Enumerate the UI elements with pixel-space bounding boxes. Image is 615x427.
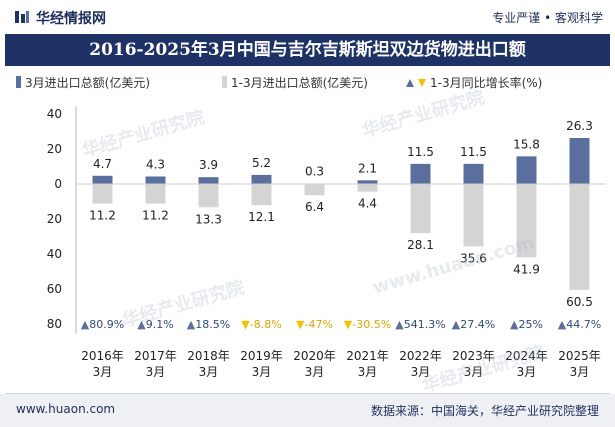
bar-march — [516, 156, 537, 184]
data-label-march: 4.3 — [146, 157, 165, 171]
x-tick-label-month: 3月 — [358, 365, 378, 379]
data-label-rate: ▲25% — [510, 318, 543, 331]
data-label-march: 11.5 — [407, 145, 434, 159]
data-label-march: 26.3 — [566, 119, 593, 133]
data-label-march: 2.1 — [358, 161, 377, 175]
data-label-cumulative: 6.4 — [305, 200, 324, 214]
data-label-march: 0.3 — [305, 164, 324, 178]
x-tick-label-year: 2023年 — [452, 349, 495, 363]
bar-cumulative — [304, 184, 325, 196]
bar-march — [357, 180, 378, 184]
y-tick-label: 40 — [47, 107, 62, 121]
legend-label-march: 3月进出口总额(亿美元) — [25, 75, 150, 90]
x-tick-label-month: 3月 — [146, 365, 166, 379]
bar-cumulative — [357, 184, 378, 192]
y-tick-label: 80 — [47, 317, 62, 331]
data-label-rate: ▼-30.5% — [344, 318, 391, 331]
data-label-cumulative: 60.5 — [566, 295, 593, 309]
data-label-march: 15.8 — [513, 137, 540, 151]
top-bar: 华经情报网 专业严谨 • 客观科学 — [0, 0, 615, 34]
bar-march — [463, 163, 484, 184]
x-tick-label-month: 3月 — [517, 365, 537, 379]
bar-march — [569, 137, 590, 184]
x-tick-label-year: 2019年 — [240, 349, 283, 363]
bar-cumulative — [92, 184, 113, 204]
y-tick-label: 60 — [47, 282, 62, 296]
legend-swatch-cumulative — [222, 76, 227, 88]
data-label-cumulative: 41.9 — [513, 262, 540, 276]
bar-cumulative — [516, 184, 537, 258]
x-tick-label-year: 2020年 — [293, 349, 336, 363]
footer-source: 数据来源：中国海关，华经产业研究院整理 — [370, 404, 599, 418]
bar-march — [145, 176, 166, 184]
logo-icon — [15, 11, 29, 23]
data-label-cumulative: 13.3 — [195, 212, 222, 226]
footer-website: www.huaon.com — [16, 402, 116, 416]
bar-march — [92, 175, 113, 184]
x-tick-label-year: 2024年 — [505, 349, 548, 363]
chart: 3月进出口总额(亿美元) 1-3月进出口总额(亿美元) 1-3月同比增长率(%) 40… — [16, 75, 606, 379]
legend-down-triangle-icon — [418, 79, 426, 87]
y-tick-label: 0 — [54, 177, 62, 191]
x-tick-label-year: 2022年 — [399, 349, 442, 363]
x-tick-label-month: 3月 — [464, 365, 484, 379]
x-tick-label-year: 2016年 — [81, 349, 124, 363]
data-label-rate: ▼-47% — [296, 318, 333, 331]
bar-cumulative — [145, 184, 166, 204]
data-label-rate: ▼-8.8% — [241, 318, 281, 331]
data-label-rate: ▲80.9% — [81, 318, 124, 331]
data-label-march: 11.5 — [460, 145, 487, 159]
title-bar: 2016-2025年3月中国与吉尔吉斯斯坦双边货物进出口额 — [5, 34, 610, 66]
x-tick-label-month: 3月 — [411, 365, 431, 379]
legend-up-triangle-icon — [406, 79, 414, 87]
bar-march — [198, 177, 219, 184]
y-tick-label: 20 — [47, 142, 62, 156]
data-label-cumulative: 12.1 — [248, 210, 275, 224]
data-label-cumulative: 4.4 — [358, 197, 377, 211]
x-tick-label-month: 3月 — [570, 365, 590, 379]
x-tick-label-year: 2021年 — [346, 349, 389, 363]
brand-name: 华经情报网 — [36, 11, 106, 27]
data-label-cumulative: 11.2 — [142, 209, 169, 223]
bar-cumulative — [251, 184, 272, 206]
data-label-rate: ▲44.7% — [558, 318, 601, 331]
data-label-rate: ▲9.1% — [137, 318, 173, 331]
bar-cumulative — [463, 184, 484, 247]
x-tick-label-year: 2017年 — [134, 349, 177, 363]
bar-cumulative — [198, 184, 219, 208]
data-label-rate: ▲18.5% — [187, 318, 230, 331]
bar-march — [251, 174, 272, 184]
legend-label-cumulative: 1-3月进出口总额(亿美元) — [231, 75, 368, 90]
data-label-cumulative: 28.1 — [407, 238, 434, 252]
bar-march — [410, 163, 431, 184]
y-tick-label: 20 — [47, 212, 62, 226]
x-tick-label-year: 2018年 — [187, 349, 230, 363]
bar-cumulative — [569, 184, 590, 290]
y-tick-label: 40 — [47, 247, 62, 261]
bar-cumulative — [410, 184, 431, 234]
x-tick-label-month: 3月 — [199, 365, 219, 379]
data-label-cumulative: 11.2 — [89, 209, 116, 223]
footer-divider — [5, 393, 610, 394]
footer: www.huaon.com 数据来源：中国海关，华经产业研究院整理 — [0, 394, 615, 427]
x-tick-label-month: 3月 — [305, 365, 325, 379]
x-tick-label-month: 3月 — [93, 365, 113, 379]
legend-swatch-march — [16, 76, 21, 88]
x-tick-label-year: 2025年 — [558, 349, 601, 363]
legend-label-rate: 1-3月同比增长率(%) — [430, 75, 542, 90]
data-label-cumulative: 35.6 — [460, 251, 487, 265]
data-label-rate: ▲27.4% — [452, 318, 495, 331]
tagline: 专业严谨 • 客观科学 — [492, 11, 603, 25]
data-label-march: 5.2 — [252, 156, 271, 170]
data-label-march: 4.7 — [93, 157, 112, 171]
chart-title: 2016-2025年3月中国与吉尔吉斯斯坦双边货物进出口额 — [89, 40, 526, 60]
x-tick-label-month: 3月 — [252, 365, 272, 379]
data-label-rate: ▲541.3% — [395, 318, 445, 331]
data-label-march: 3.9 — [199, 158, 218, 172]
